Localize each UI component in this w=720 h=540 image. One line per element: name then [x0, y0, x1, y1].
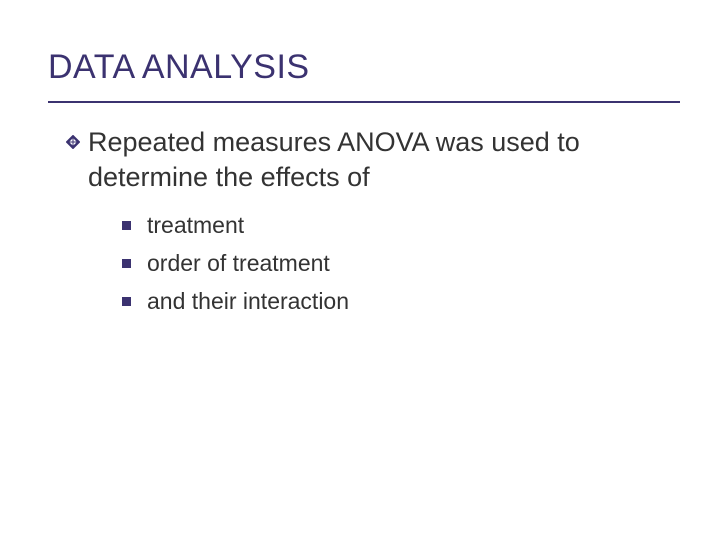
- main-bullet-point: Repeated measures ANOVA was used to dete…: [66, 125, 680, 195]
- square-bullet-icon: [122, 297, 131, 306]
- sub-item: order of treatment: [122, 249, 680, 279]
- square-bullet-icon: [122, 221, 131, 230]
- slide-title: DATA ANALYSIS: [48, 48, 680, 87]
- sub-item-text: and their interaction: [147, 287, 349, 317]
- slide-container: DATA ANALYSIS Repeated measures ANOVA wa…: [0, 0, 720, 345]
- sub-item-text: order of treatment: [147, 249, 330, 279]
- sub-item-text: treatment: [147, 211, 244, 241]
- square-bullet-icon: [122, 259, 131, 268]
- sub-item: treatment: [122, 211, 680, 241]
- diamond-bullet-icon: [66, 135, 80, 149]
- sub-item: and their interaction: [122, 287, 680, 317]
- sub-list: treatment order of treatment and their i…: [66, 211, 680, 317]
- title-underline: [48, 101, 680, 103]
- main-point-text: Repeated measures ANOVA was used to dete…: [88, 125, 680, 195]
- body-content: Repeated measures ANOVA was used to dete…: [48, 125, 680, 317]
